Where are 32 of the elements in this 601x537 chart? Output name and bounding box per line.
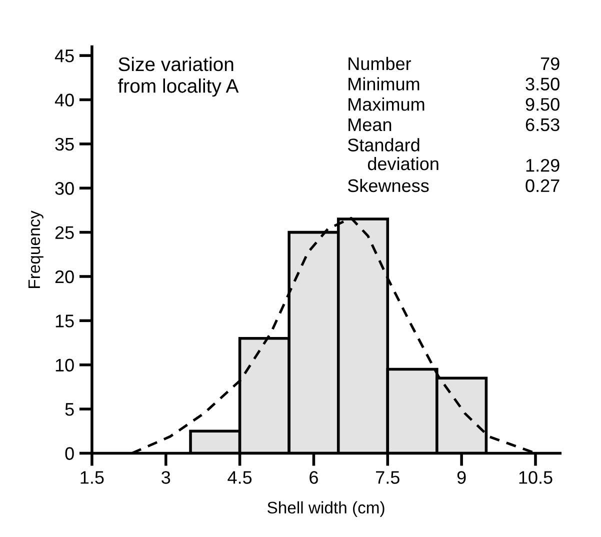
- y-tick-label: 0: [65, 447, 74, 460]
- y-tick-label: 45: [54, 50, 74, 62]
- annotation: 79: [540, 57, 560, 70]
- x-tick-label: 1.5: [80, 471, 104, 484]
- x-tick-label: 10.5: [519, 471, 552, 484]
- y-tick-label: 30: [55, 182, 74, 195]
- y-tick-label: 10: [56, 358, 74, 372]
- x-axis-title: Shell width (cm): [268, 501, 384, 517]
- x-tick-label: 4.5: [228, 471, 252, 484]
- annotation: Number: [348, 56, 412, 70]
- annotation: Mean: [348, 118, 392, 132]
- x-tick-label: 6: [310, 471, 318, 484]
- x-tick-label: 7.5: [376, 471, 400, 484]
- annotation: Minimum: [348, 77, 420, 90]
- y-axis-title: Frequency: [28, 210, 44, 288]
- x-tick-label: 9: [457, 471, 466, 484]
- y-tick-label: 20: [55, 270, 74, 284]
- annotation: Size variation from locality A: [118, 56, 239, 97]
- x-tick-label: 3: [162, 471, 170, 484]
- y-tick-label: 25: [55, 226, 74, 240]
- y-tick-label: 40: [54, 94, 74, 106]
- annotation: 0.27: [526, 179, 560, 192]
- y-tick-label: 15: [56, 314, 74, 328]
- annotation: 3.50: [526, 78, 560, 90]
- y-tick-label: 5: [65, 403, 74, 416]
- annotation: 9.50: [526, 98, 560, 111]
- annotation: Maximum: [348, 98, 424, 111]
- annotation: Skewness: [348, 178, 429, 192]
- y-tick-label: 35: [55, 138, 74, 151]
- annotation: 1.29: [526, 158, 560, 172]
- annotation: Standard deviation: [348, 138, 438, 170]
- annotation: 6.53: [526, 118, 560, 132]
